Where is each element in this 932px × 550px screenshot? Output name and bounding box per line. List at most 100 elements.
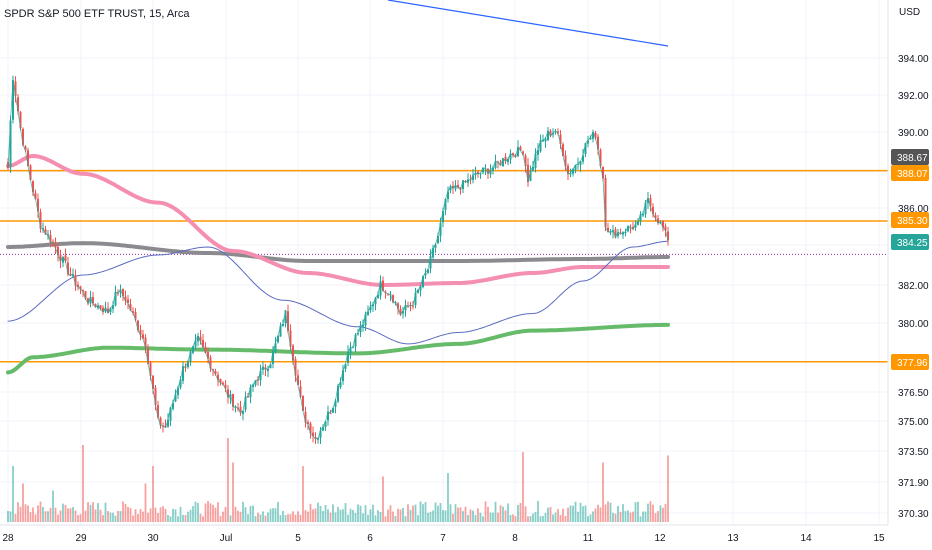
candle-body[interactable] [144, 337, 147, 348]
candle-body[interactable] [349, 347, 352, 354]
candle-body[interactable] [112, 305, 114, 309]
candle-body[interactable] [259, 370, 262, 381]
candle-body[interactable] [404, 305, 407, 311]
candle-body[interactable] [234, 406, 237, 408]
candle-body[interactable] [167, 419, 169, 427]
candle-body[interactable] [252, 384, 254, 387]
candle-body[interactable] [537, 149, 539, 155]
candle-body[interactable] [139, 329, 142, 336]
candle-body[interactable] [414, 292, 417, 306]
candle-body[interactable] [529, 170, 532, 181]
candle-body[interactable] [14, 81, 17, 97]
candle-body[interactable] [67, 262, 69, 275]
candle-body[interactable] [359, 325, 362, 333]
candle-body[interactable] [582, 155, 584, 162]
candle-body[interactable] [312, 432, 314, 437]
candle-body[interactable] [304, 411, 307, 423]
candle-body[interactable] [374, 297, 377, 305]
candle-body[interactable] [194, 340, 197, 347]
candle-body[interactable] [214, 371, 217, 375]
candle-body[interactable] [307, 421, 309, 425]
candle-body[interactable] [272, 351, 274, 365]
candle-body[interactable] [552, 132, 554, 135]
candle-body[interactable] [12, 80, 14, 120]
candle-body[interactable] [534, 153, 537, 168]
candle-body[interactable] [444, 198, 447, 211]
candle-body[interactable] [424, 272, 427, 276]
candle-body[interactable] [187, 361, 189, 368]
candle-body[interactable] [527, 164, 529, 183]
candle-body[interactable] [254, 380, 257, 385]
candle-body[interactable] [517, 147, 519, 157]
candle-body[interactable] [242, 410, 244, 415]
candle-body[interactable] [559, 134, 562, 144]
candle-body[interactable] [199, 336, 202, 342]
candle-body[interactable] [287, 311, 289, 332]
candle-body[interactable] [579, 161, 582, 165]
candle-body[interactable] [437, 235, 439, 244]
candle-body[interactable] [277, 335, 279, 343]
candle-body[interactable] [337, 385, 339, 402]
candle-body[interactable] [439, 222, 442, 236]
candle-body[interactable] [69, 273, 72, 276]
candle-body[interactable] [617, 232, 619, 236]
candle-body[interactable] [569, 173, 572, 175]
candle-body[interactable] [227, 389, 229, 398]
candle-body[interactable] [589, 137, 592, 140]
candle-body[interactable] [179, 379, 182, 388]
candle-body[interactable] [339, 382, 342, 388]
candle-body[interactable] [614, 229, 617, 238]
candle-body[interactable] [109, 307, 112, 313]
candle-body[interactable] [154, 387, 157, 405]
candle-body[interactable] [239, 406, 242, 413]
candle-body[interactable] [97, 305, 99, 308]
candle-body[interactable] [297, 375, 299, 386]
candle-body[interactable] [137, 320, 139, 331]
candle-body[interactable] [294, 359, 297, 376]
candle-body[interactable] [64, 255, 67, 262]
candle-body[interactable] [129, 303, 132, 311]
candle-body[interactable] [507, 158, 509, 163]
candle-body[interactable] [19, 111, 22, 129]
candle-body[interactable] [49, 235, 52, 243]
candle-body[interactable] [114, 291, 117, 306]
candle-body[interactable] [314, 437, 317, 440]
candle-body[interactable] [554, 130, 557, 133]
candle-body[interactable] [372, 304, 374, 307]
candle-body[interactable] [512, 153, 514, 156]
candle-body[interactable] [79, 286, 82, 290]
candle-body[interactable] [17, 97, 19, 112]
candle-body[interactable] [544, 138, 547, 142]
candle-body[interactable] [532, 166, 534, 171]
candle-body[interactable] [39, 211, 42, 229]
candle-body[interactable] [84, 291, 87, 299]
candle-body[interactable] [502, 158, 504, 167]
candle-body[interactable] [229, 394, 232, 399]
candle-body[interactable] [654, 215, 657, 219]
candle-body[interactable] [432, 248, 434, 258]
time-axis[interactable]: 28 29 30 Jul 5 6 7 8 11 12 13 14 15 [0, 524, 888, 550]
candle-body[interactable] [32, 180, 34, 193]
candle-body[interactable] [479, 173, 482, 175]
candle-body[interactable] [639, 214, 642, 222]
candle-body[interactable] [662, 220, 664, 228]
candle-body[interactable] [637, 221, 639, 225]
candle-body[interactable] [664, 226, 667, 231]
candle-body[interactable] [402, 310, 404, 314]
candle-body[interactable] [549, 130, 552, 136]
candle-body[interactable] [204, 346, 207, 354]
candle-body[interactable] [492, 167, 494, 171]
candle-body[interactable] [27, 150, 29, 167]
candle-body[interactable] [299, 386, 302, 397]
candle-body[interactable] [52, 241, 54, 243]
candle-body[interactable] [649, 198, 652, 207]
candle-body[interactable] [269, 364, 272, 369]
candle-body[interactable] [524, 155, 527, 167]
candle-body[interactable] [647, 198, 649, 204]
candle-body[interactable] [94, 304, 97, 308]
candle-body[interactable] [159, 417, 162, 426]
candle-body[interactable] [642, 213, 644, 216]
candle-body[interactable] [122, 289, 124, 297]
candle-body[interactable] [562, 144, 564, 157]
candle-body[interactable] [134, 311, 137, 320]
